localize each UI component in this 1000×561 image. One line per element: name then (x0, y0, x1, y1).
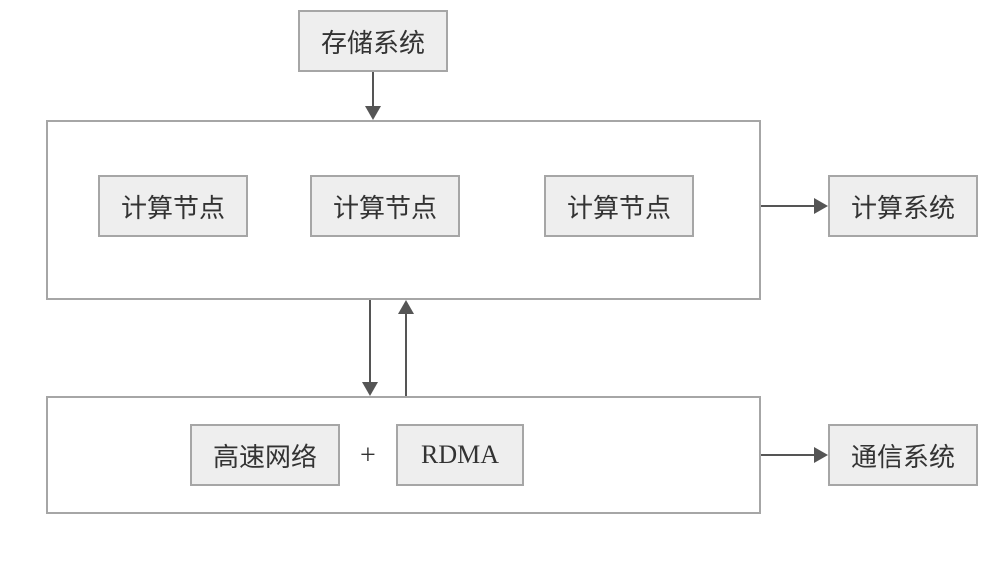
arrow-storage-to-compute (372, 72, 374, 106)
compute-node-1: 计算节点 (98, 175, 248, 237)
compute-node-2: 计算节点 (310, 175, 460, 237)
storage-system-label: 存储系统 (321, 23, 425, 60)
arrow-comm-to-compute-up-head (398, 300, 414, 314)
arrow-storage-to-compute-head (365, 106, 381, 120)
compute-node-2-label: 计算节点 (333, 188, 437, 225)
highspeed-network-label: 高速网络 (213, 437, 317, 474)
plus-icon: + (360, 440, 376, 472)
compute-node-3-label: 计算节点 (567, 188, 671, 225)
diagram-canvas: 存储系统 计算节点 计算节点 计算节点 计算系统 高速网络 + RDMA 通 (0, 0, 1000, 561)
arrow-comm-to-system-head (814, 447, 828, 463)
arrow-compute-to-system (761, 205, 814, 207)
rdma-box: RDMA (396, 424, 524, 486)
rdma-label: RDMA (421, 440, 499, 470)
compute-system-label: 计算系统 (851, 188, 955, 225)
compute-node-1-label: 计算节点 (121, 188, 225, 225)
arrow-compute-to-comm-down (369, 300, 371, 382)
arrow-compute-to-comm-down-head (362, 382, 378, 396)
comm-system-box: 通信系统 (828, 424, 978, 486)
storage-system-box: 存储系统 (298, 10, 448, 72)
compute-node-3: 计算节点 (544, 175, 694, 237)
highspeed-network-box: 高速网络 (190, 424, 340, 486)
arrow-compute-to-system-head (814, 198, 828, 214)
arrow-comm-to-compute-up (405, 314, 407, 396)
comm-system-label: 通信系统 (851, 437, 955, 474)
compute-system-box: 计算系统 (828, 175, 978, 237)
arrow-comm-to-system (761, 454, 814, 456)
